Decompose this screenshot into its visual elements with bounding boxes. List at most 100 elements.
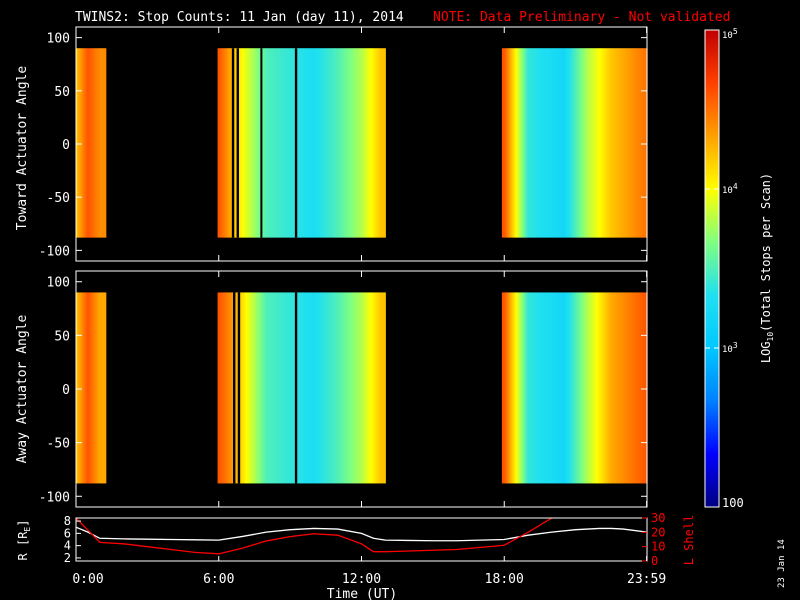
heatmap-cell [607, 292, 610, 484]
heatmap-cell [599, 292, 602, 484]
heatmap-cell [538, 48, 541, 238]
heatmap-cell [266, 292, 269, 484]
heatmap-cell [287, 48, 290, 238]
heatmap-cell [258, 48, 260, 238]
heatmap-cell [580, 292, 583, 484]
heatmap-cell [591, 292, 593, 484]
heatmap-cell [558, 48, 561, 238]
heatmap-cell [513, 292, 516, 484]
footer-date: 23 Jan 14 [777, 539, 787, 588]
heatmap-cell [318, 48, 321, 238]
heatmap-cell [506, 48, 509, 238]
x-tick-label: 6:00 [203, 572, 234, 587]
heatmap-cell [243, 48, 246, 238]
heatmap-cell [307, 48, 310, 238]
heatmap-cell [368, 292, 371, 484]
heatmap-cell [579, 292, 581, 484]
heatmap-cell [528, 292, 530, 484]
heatmap-cell [524, 292, 527, 484]
heatmap-cell [642, 48, 645, 238]
heatmap-cell [343, 48, 346, 238]
heatmap-cell [241, 48, 244, 238]
heatmap-cell [255, 292, 258, 484]
heatmap-cell [327, 48, 329, 238]
heatmap-cell [501, 48, 504, 238]
heatmap-cell [355, 48, 358, 238]
panel-toward-yaxis: 100 50 0 -50 -100 [39, 32, 647, 259]
y-tick-label: -100 [39, 244, 70, 259]
heatmap-cell [281, 292, 284, 484]
heatmap-cell [539, 292, 542, 484]
heatmap-cell [347, 48, 350, 238]
panel-away-gaps [233, 292, 298, 484]
heatmap-cell [592, 292, 595, 484]
heatmap-cell [503, 292, 505, 484]
heatmap-cell [602, 48, 605, 238]
heatmap-cell [533, 48, 536, 238]
heatmap-cell [285, 292, 288, 484]
heatmap-cell [510, 292, 512, 484]
heatmap-cell [286, 48, 289, 238]
heatmap-cell [291, 292, 294, 484]
heatmap-cell [99, 292, 102, 484]
heatmap-cell [618, 48, 621, 238]
heatmap-cell [514, 292, 517, 484]
heatmap-cell [622, 48, 624, 238]
heatmap-cell [293, 292, 296, 484]
heatmap-cell [228, 292, 231, 484]
heatmap-cell [250, 292, 253, 484]
l-shell-tick-label: 0 [651, 554, 658, 568]
heatmap-cell [247, 292, 250, 484]
heatmap-cell [533, 292, 536, 484]
heatmap-cell [354, 48, 357, 238]
r-label-end: ] [16, 520, 30, 527]
heatmap-cell [518, 48, 521, 238]
heatmap-cell [255, 48, 258, 238]
heatmap-cell [380, 292, 383, 484]
heatmap-cell [306, 48, 309, 238]
heatmap-cell [96, 48, 99, 238]
heatmap-cell [269, 48, 272, 238]
data-gap [294, 48, 298, 238]
heatmap-cell [372, 48, 374, 238]
heatmap-cell [553, 48, 555, 238]
x-tick-label: 12:00 [342, 572, 381, 587]
panel-away-ylabel: Away Actuator Angle [15, 314, 30, 463]
heatmap-cell [541, 48, 543, 238]
heatmap-cell [597, 292, 599, 484]
heatmap-cell [630, 292, 633, 484]
heatmap-cell [86, 48, 89, 238]
heatmap-cell [323, 292, 326, 484]
heatmap-cell [335, 48, 338, 238]
heatmap-cell [542, 48, 545, 238]
heatmap-cell [523, 48, 526, 238]
heatmap-cell [319, 48, 322, 238]
heatmap-cell [280, 292, 283, 484]
heatmap-cell [382, 48, 385, 238]
panel-away-xticks [75, 271, 648, 507]
heatmap-cell [310, 48, 313, 238]
heatmap-cell [522, 48, 524, 238]
heatmap-cell [362, 48, 365, 238]
heatmap-cell [299, 48, 302, 238]
heatmap-cell [595, 48, 598, 238]
panel-toward-xticks [75, 27, 648, 261]
panel-toward-heatmap [76, 48, 648, 238]
heatmap-cell [535, 292, 537, 484]
heatmap-cell [593, 292, 596, 484]
heatmap-cell [218, 292, 221, 484]
heatmap-cell [611, 48, 614, 238]
heatmap-cell [637, 292, 640, 484]
heatmap-cell [518, 292, 521, 484]
heatmap-cell [241, 292, 244, 484]
heatmap-cell [311, 292, 314, 484]
heatmap-cell [568, 292, 571, 484]
heatmap-cell [328, 292, 330, 484]
heatmap-cell [550, 48, 553, 238]
heatmap-cell [553, 292, 555, 484]
heatmap-cell [506, 292, 509, 484]
heatmap-cell [348, 48, 351, 238]
heatmap-cell [610, 48, 612, 238]
heatmap-cell [261, 48, 264, 238]
heatmap-cell [626, 292, 629, 484]
